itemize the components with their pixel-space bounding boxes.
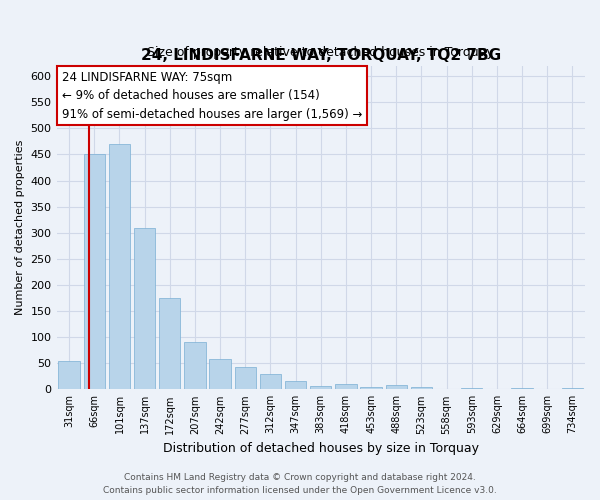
Bar — [411, 386, 432, 390]
Bar — [159, 298, 181, 390]
Bar — [511, 388, 533, 390]
Bar — [184, 342, 206, 390]
Y-axis label: Number of detached properties: Number of detached properties — [15, 140, 25, 315]
Bar — [58, 360, 80, 390]
Bar — [461, 388, 482, 390]
X-axis label: Distribution of detached houses by size in Torquay: Distribution of detached houses by size … — [163, 442, 479, 455]
Bar — [386, 385, 407, 390]
Text: Size of property relative to detached houses in Torquay: Size of property relative to detached ho… — [148, 46, 494, 59]
Bar — [134, 228, 155, 390]
Bar — [361, 386, 382, 390]
Bar — [83, 154, 105, 390]
Bar — [285, 382, 307, 390]
Text: Contains HM Land Registry data © Crown copyright and database right 2024.
Contai: Contains HM Land Registry data © Crown c… — [103, 474, 497, 495]
Bar — [235, 368, 256, 390]
Bar — [310, 386, 331, 390]
Bar — [260, 374, 281, 390]
Bar — [109, 144, 130, 390]
Bar — [562, 388, 583, 390]
Text: 24 LINDISFARNE WAY: 75sqm
← 9% of detached houses are smaller (154)
91% of semi-: 24 LINDISFARNE WAY: 75sqm ← 9% of detach… — [62, 70, 362, 120]
Bar — [209, 359, 231, 390]
Title: 24, LINDISFARNE WAY, TORQUAY, TQ2 7BG: 24, LINDISFARNE WAY, TORQUAY, TQ2 7BG — [141, 48, 501, 63]
Bar — [335, 384, 356, 390]
